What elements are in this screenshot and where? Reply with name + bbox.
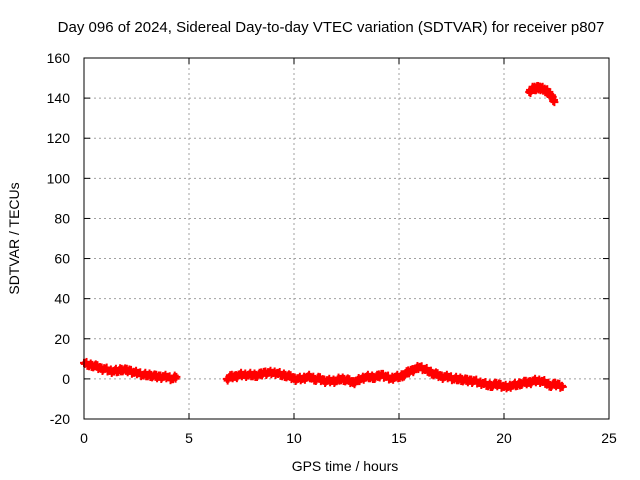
- y-tick-label: 120: [47, 130, 71, 146]
- data-point: [172, 372, 181, 381]
- chart-title: Day 096 of 2024, Sidereal Day-to-day VTE…: [58, 19, 605, 36]
- y-tick-label: 80: [54, 210, 70, 226]
- x-tick-label: 20: [496, 430, 512, 446]
- y-axis: -20 0 20 40 60 80 100 120 140 160: [47, 50, 609, 427]
- x-axis: 0 5 10 15 20 25: [80, 58, 617, 446]
- x-tick-label: 0: [80, 430, 88, 446]
- data-points: [80, 81, 567, 393]
- x-tick-label: 5: [185, 430, 193, 446]
- grid-lines: [84, 58, 609, 419]
- y-tick-label: -20: [50, 411, 70, 427]
- data-point: [558, 382, 567, 391]
- x-tick-label: 25: [601, 430, 617, 446]
- y-axis-label: SDTVAR / TECUs: [6, 182, 22, 294]
- y-tick-label: 160: [47, 50, 71, 66]
- x-axis-label: GPS time / hours: [292, 458, 399, 474]
- y-tick-label: 100: [47, 170, 71, 186]
- y-tick-label: 40: [54, 291, 70, 307]
- plot-frame: [83, 57, 610, 420]
- y-tick-label: 20: [54, 331, 70, 347]
- y-tick-label: 0: [62, 371, 70, 387]
- y-tick-label: 60: [54, 251, 70, 267]
- x-tick-label: 15: [391, 430, 407, 446]
- x-tick-label: 10: [286, 430, 302, 446]
- y-tick-label: 140: [47, 90, 71, 106]
- data-point: [550, 98, 559, 107]
